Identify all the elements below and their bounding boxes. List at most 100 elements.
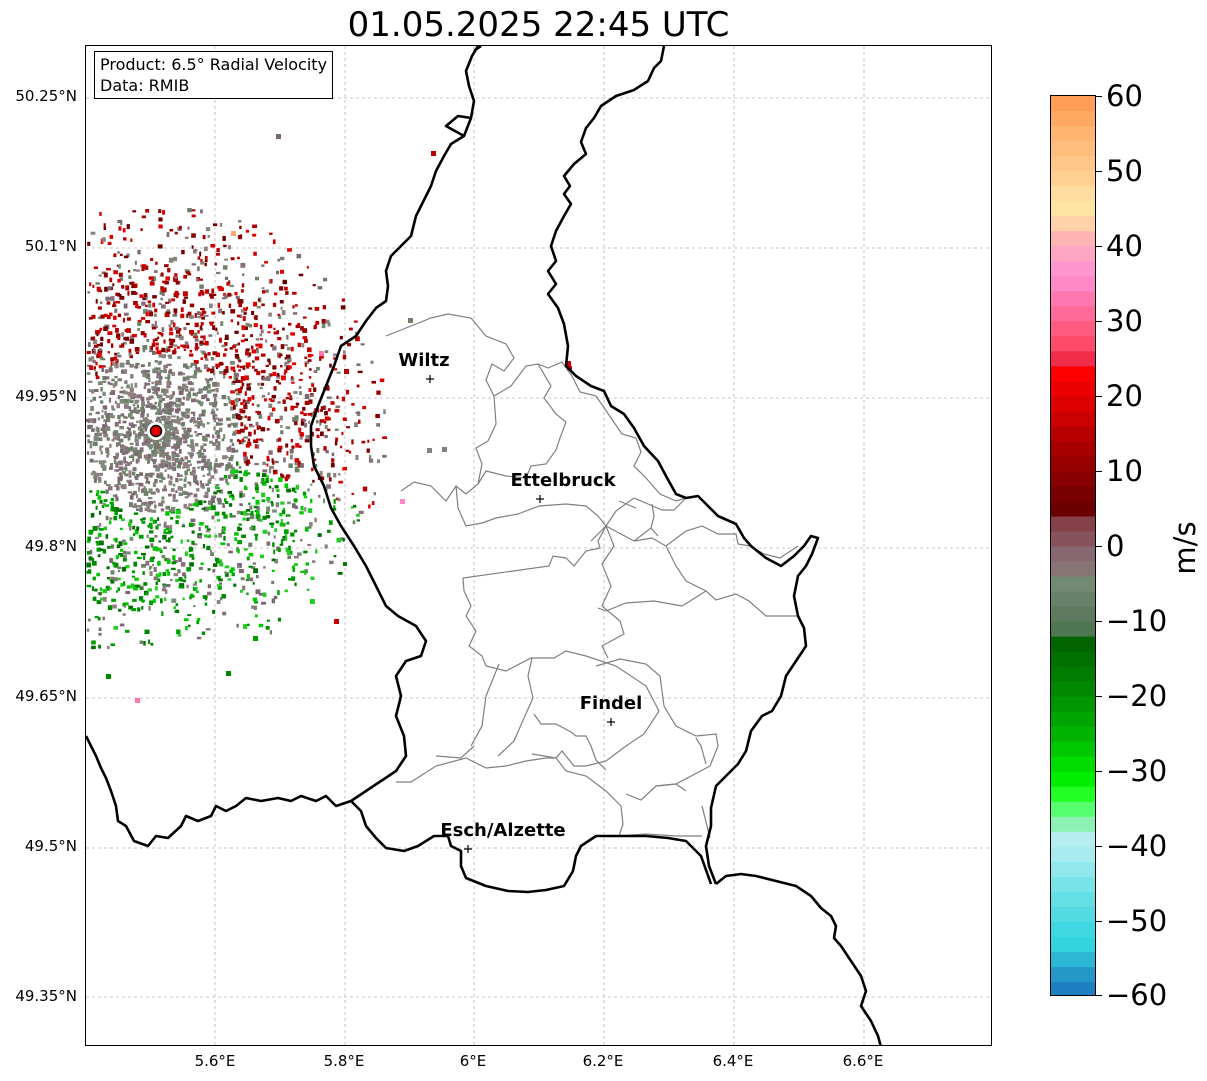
radar-echo-pixel (135, 283, 138, 288)
radar-echo-pixel (236, 392, 241, 396)
radar-echo-pixel (161, 554, 166, 559)
radar-echo-pixel (172, 430, 176, 436)
radar-echo-pixel (216, 463, 222, 468)
colorbar-band (1051, 471, 1095, 488)
colorbar-tickmark (1096, 921, 1102, 922)
radar-echo-pixel (140, 430, 145, 436)
radar-echo-pixel (92, 347, 95, 352)
radar-echo-pixel (268, 373, 271, 378)
radar-echo-pixel (214, 414, 218, 417)
radar-echo-pixel (209, 303, 213, 309)
radar-echo-pixel (193, 370, 198, 375)
radar-echo-pixel (178, 557, 182, 562)
radar-echo-pixel (194, 424, 199, 427)
radar-echo-pixel (233, 372, 237, 377)
radar-echo-pixel (161, 416, 165, 421)
colorbar-band (1051, 576, 1095, 593)
radar-echo-pixel (91, 586, 94, 591)
radar-echo-pixel (156, 376, 161, 379)
radar-echo-pixel (184, 456, 189, 460)
radar-echo-pixel (118, 472, 123, 476)
radar-echo-pixel (100, 450, 103, 455)
radar-echo-pixel (137, 321, 142, 326)
radar-echo-pixel (180, 562, 186, 567)
radar-echo-pixel (145, 417, 148, 421)
radar-echo-pixel (327, 408, 331, 412)
radar-echo-pixel (99, 211, 102, 216)
radar-echo-pixel (131, 283, 136, 289)
radar-echo-pixel (117, 294, 122, 297)
radar-echo-pixel (158, 402, 162, 407)
radar-echo-pixel (113, 253, 117, 258)
colorbar-tick-label: 60 (1106, 79, 1143, 113)
radar-echo-pixel (320, 406, 326, 410)
radar-echo-pixel (178, 474, 183, 477)
radar-echo-pixel (122, 317, 125, 323)
radar-echo-pixel (118, 508, 123, 512)
radar-echo-pixel (117, 566, 122, 569)
radar-echo-pixel (304, 356, 308, 359)
radar-echo-pixel (274, 292, 278, 296)
radar-echo-pixel (98, 289, 103, 293)
radar-echo-pixel (345, 449, 350, 452)
radar-echo-pixel (181, 433, 186, 438)
radar-echo-pixel (166, 348, 171, 352)
radar-echo-pixel (104, 420, 107, 424)
radar-echo-pixel (130, 583, 135, 589)
lon-tick-label: 5.6°E (194, 1052, 236, 1070)
radar-echo-pixel (302, 336, 308, 340)
radar-echo-pixel (120, 583, 124, 587)
radar-echo-pixel (216, 444, 219, 447)
colorbar-band (1051, 606, 1095, 623)
radar-echo-pixel (124, 380, 128, 384)
radar-echo-pixel (223, 374, 226, 379)
radar-echo-pixel (167, 474, 170, 479)
radar-echo-pixel (319, 471, 323, 476)
radar-echo-pixel (113, 456, 117, 459)
radar-echo-pixel (151, 381, 154, 385)
radar-echo-pixel (141, 402, 145, 407)
radar-echo-pixel (197, 466, 201, 469)
radar-echo-pixel (333, 368, 338, 371)
radar-site-marker[interactable] (149, 424, 163, 438)
radar-echo-pixel (131, 575, 135, 578)
radar-echo-pixel (170, 419, 176, 423)
radar-echo-pixel (97, 525, 100, 530)
radar-echo-pixel (193, 605, 196, 608)
radar-echo-pixel (203, 449, 207, 453)
radar-echo-pixel (274, 528, 278, 532)
radar-echo-pixel (245, 350, 249, 356)
radar-echo-pixel (206, 379, 210, 384)
radar-echo-pixel (129, 432, 132, 437)
radar-echo-pixel (98, 356, 104, 359)
radar-echo-pixel (308, 388, 312, 392)
radar-echo-pixel (193, 412, 196, 417)
radar-map[interactable] (85, 45, 992, 1046)
radar-echo-pixel (135, 351, 139, 354)
radar-echo-pixel (99, 447, 102, 451)
radar-echo-pixel (294, 415, 299, 419)
radar-echo-pixel (174, 276, 178, 279)
radar-echo-pixel (342, 537, 345, 542)
radar-echo-pixel (258, 425, 261, 430)
radar-echo-pixel (218, 418, 223, 422)
radar-echo-pixel (156, 441, 159, 446)
radar-echo-pixel (261, 499, 266, 503)
radar-echo-pixel (235, 403, 238, 407)
radar-echo-pixel (187, 614, 192, 617)
radar-echo-pixel (226, 671, 231, 676)
radar-echo-pixel (134, 382, 138, 388)
radar-echo-pixel (163, 523, 167, 528)
radar-echo-pixel (91, 428, 95, 432)
radar-echo-pixel (255, 510, 260, 515)
radar-echo-pixel (238, 369, 241, 372)
radar-echo-pixel (294, 468, 300, 473)
radar-echo-pixel (169, 466, 174, 470)
colorbar-band (1051, 876, 1095, 893)
radar-echo-pixel (157, 362, 161, 366)
radar-echo-pixel (159, 549, 163, 554)
radar-echo-pixel (304, 571, 307, 575)
radar-echo-pixel (175, 419, 181, 424)
radar-echo-pixel (91, 314, 96, 319)
radar-echo-pixel (271, 487, 274, 493)
